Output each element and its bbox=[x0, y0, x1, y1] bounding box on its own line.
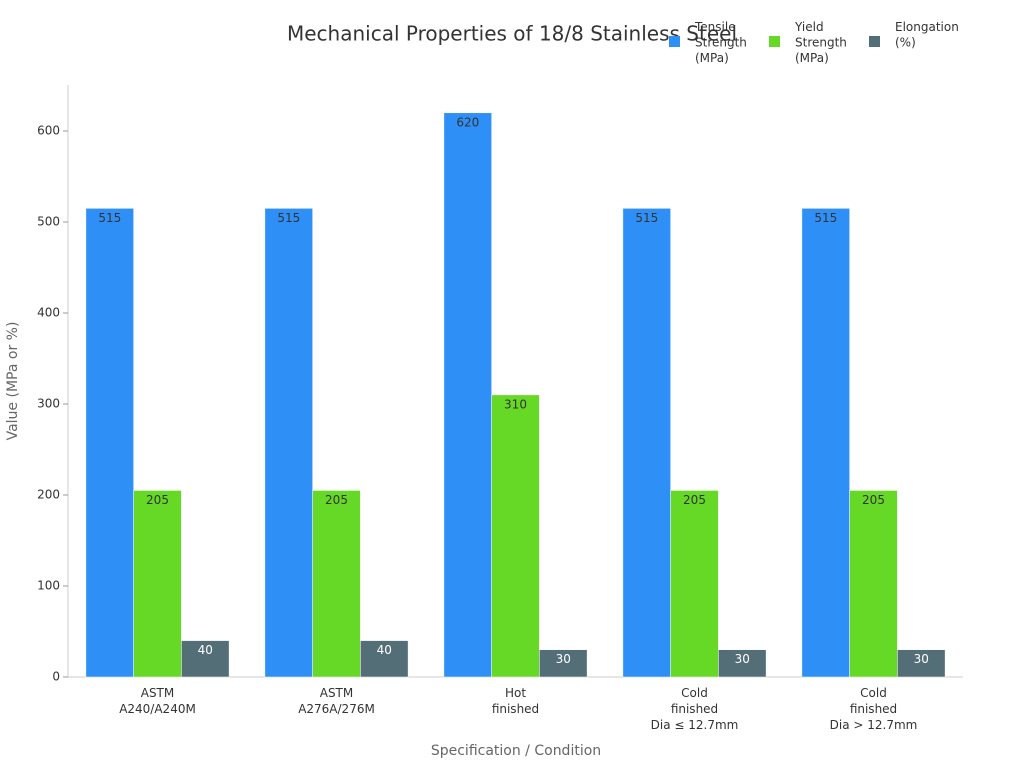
x-axis-label: Specification / Condition bbox=[431, 743, 601, 759]
bar bbox=[443, 112, 492, 678]
value-label: 515 bbox=[635, 211, 658, 225]
y-axis-label: Value (MPa or %) bbox=[5, 322, 21, 441]
y-tick-label: 100 bbox=[37, 579, 60, 593]
bar bbox=[312, 490, 361, 678]
x-tick-label: ASTM A240/A240M bbox=[119, 686, 196, 716]
bar bbox=[849, 490, 898, 678]
x-tick-label: ASTM A276A/276M bbox=[298, 686, 375, 716]
y-tick-label: 600 bbox=[37, 124, 60, 138]
legend-swatch bbox=[769, 36, 780, 47]
value-label: 310 bbox=[504, 397, 527, 411]
bar bbox=[622, 208, 671, 678]
x-tick-label: Hot finished bbox=[492, 686, 539, 716]
x-tick-label: Cold finished Dia ≤ 12.7mm bbox=[651, 686, 739, 732]
value-label: 515 bbox=[98, 211, 121, 225]
value-label: 30 bbox=[914, 652, 929, 666]
value-label: 30 bbox=[556, 652, 571, 666]
bar bbox=[670, 490, 719, 678]
x-tick-label: Cold finished Dia > 12.7mm bbox=[830, 686, 918, 732]
bar bbox=[85, 208, 134, 678]
legend-label: Tensile Strength (MPa) bbox=[694, 20, 747, 65]
bar bbox=[718, 649, 767, 678]
value-label: 515 bbox=[814, 211, 837, 225]
y-tick-label: 500 bbox=[37, 215, 60, 229]
legend-label: Elongation (%) bbox=[895, 20, 959, 50]
value-label: 205 bbox=[683, 493, 706, 507]
y-tick-label: 300 bbox=[37, 397, 60, 411]
value-label: 205 bbox=[325, 493, 348, 507]
bar bbox=[360, 640, 409, 678]
value-label: 40 bbox=[198, 643, 213, 657]
bar bbox=[539, 649, 588, 678]
value-label: 515 bbox=[277, 211, 300, 225]
value-label: 40 bbox=[377, 643, 392, 657]
y-tick-label: 200 bbox=[37, 488, 60, 502]
legend-swatch bbox=[869, 36, 880, 47]
value-label: 620 bbox=[456, 115, 479, 129]
bar bbox=[264, 208, 313, 678]
legend-label: Yield Strength (MPa) bbox=[794, 20, 847, 65]
bar bbox=[491, 394, 540, 678]
bar bbox=[181, 640, 230, 678]
value-label: 205 bbox=[146, 493, 169, 507]
legend-swatch bbox=[669, 36, 680, 47]
bar bbox=[801, 208, 850, 678]
value-label: 30 bbox=[735, 652, 750, 666]
bar bbox=[897, 649, 946, 678]
y-tick-label: 0 bbox=[52, 670, 60, 684]
bar bbox=[133, 490, 182, 678]
value-label: 205 bbox=[862, 493, 885, 507]
chart-title: Mechanical Properties of 18/8 Stainless … bbox=[287, 22, 737, 46]
y-tick-label: 400 bbox=[37, 306, 60, 320]
